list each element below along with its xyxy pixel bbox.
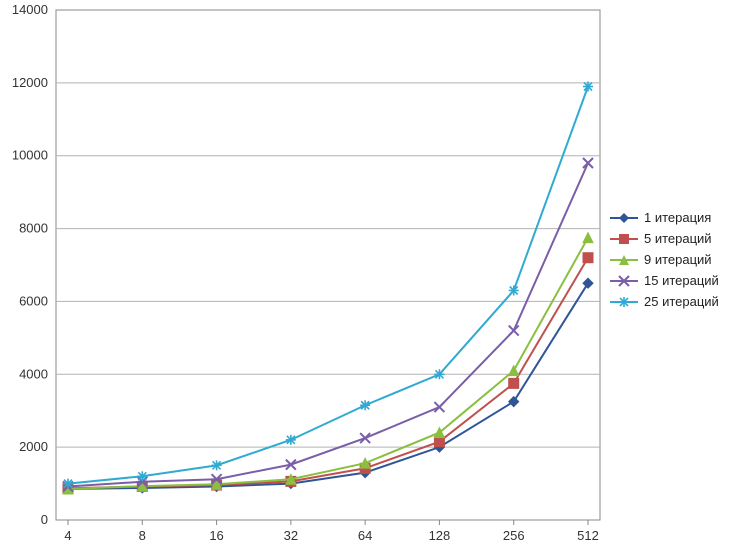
y-axis-label: 14000 — [12, 2, 48, 17]
legend-swatch — [610, 274, 638, 288]
legend-item: 25 итераций — [610, 294, 719, 309]
y-axis-label: 12000 — [12, 75, 48, 90]
x-axis-label: 4 — [64, 528, 71, 543]
x-axis-label: 128 — [429, 528, 451, 543]
legend-swatch — [610, 232, 638, 246]
legend-item: 5 итераций — [610, 231, 719, 246]
y-axis-label: 8000 — [19, 221, 48, 236]
x-axis-label: 32 — [284, 528, 298, 543]
legend-swatch — [610, 253, 638, 267]
y-axis-label: 10000 — [12, 148, 48, 163]
legend: 1 итерация 5 итераций 9 итераций 15 итераци… — [610, 204, 719, 315]
legend-label: 1 итерация — [644, 210, 711, 225]
x-axis-label: 512 — [577, 528, 599, 543]
line-chart: 0 2000 4000 6000 8000 10000 12000 14000 4 8 16 32 64… — [0, 0, 740, 557]
y-axis-label: 0 — [41, 512, 48, 527]
x-axis-label: 8 — [139, 528, 146, 543]
x-axis-label: 64 — [358, 528, 372, 543]
legend-swatch — [610, 211, 638, 225]
legend-swatch — [610, 295, 638, 309]
legend-label: 15 итераций — [644, 273, 719, 288]
y-axis-label: 6000 — [19, 293, 48, 308]
y-axis-label: 2000 — [19, 439, 48, 454]
legend-item: 9 итераций — [610, 252, 719, 267]
legend-item: 1 итерация — [610, 210, 719, 225]
legend-item: 15 итераций — [610, 273, 719, 288]
legend-label: 25 итераций — [644, 294, 719, 309]
x-axis-label: 256 — [503, 528, 525, 543]
legend-label: 9 итераций — [644, 252, 712, 267]
legend-label: 5 итераций — [644, 231, 712, 246]
y-axis-label: 4000 — [19, 366, 48, 381]
x-axis-label: 16 — [209, 528, 223, 543]
